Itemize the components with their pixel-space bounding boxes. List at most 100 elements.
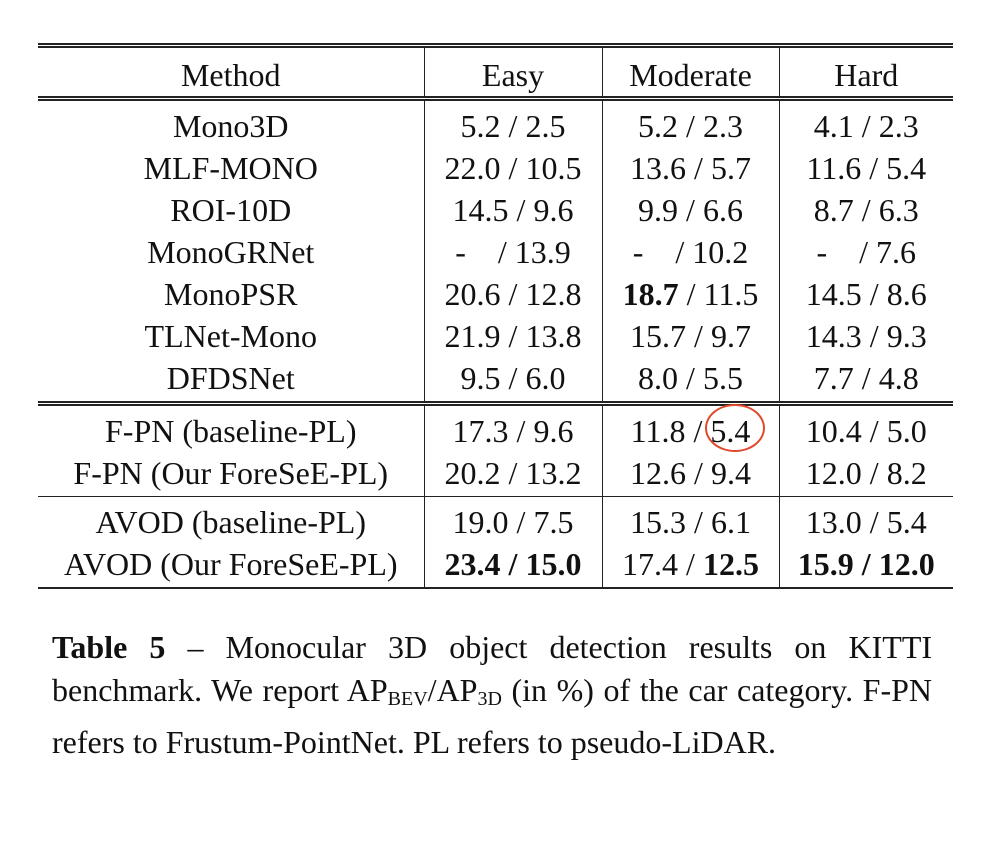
caption-dash: – (165, 629, 226, 665)
cell-value: 20.2 / 13.2 (444, 455, 582, 491)
table-row: Mono3D 5.2 / 2.5 5.2 / 2.3 4.1 / 2.3 (38, 96, 953, 147)
header-easy: Easy (423, 43, 602, 99)
cell-hard: 4.1 / 2.3 (778, 96, 953, 147)
cell-moderate: 9.9 / 6.6 (601, 189, 779, 231)
cell-method: F-PN (Our ForeSeE-PL) (73, 455, 389, 491)
cell-value: 14.5 / 8.6 (805, 276, 927, 312)
caption-text-before: Monocular 3D object detection results on… (52, 629, 933, 708)
table-row: AVOD (baseline-PL) 19.0 / 7.5 15.3 / 6.1 13… (38, 496, 953, 543)
cell-value: - / 7.6 (816, 234, 917, 270)
caption-sub-3d: 3D (477, 688, 502, 710)
table-row: MLF-MONO 22.0 / 10.5 13.6 / 5.7 11.6 / 5.4 (38, 147, 953, 189)
cell-value: 11.6 / 5.4 (806, 150, 927, 186)
caption-slash: / (427, 672, 437, 708)
cell-value: 21.9 / 13.8 (444, 318, 582, 354)
cell-method: MonoGRNet (147, 234, 315, 270)
cell-value: 12.0 / 8.2 (805, 455, 927, 491)
cell-moderate: 18.7 / 11.5 (601, 273, 779, 315)
header-moderate: Moderate (601, 43, 779, 99)
cell-method: Mono3D (38, 96, 424, 147)
table-row: TLNet-Mono 21.9 / 13.8 15.7 / 9.7 14.3 / 9.… (38, 315, 953, 357)
table-body: Mono3D 5.2 / 2.5 5.2 / 2.3 4.1 / 2.3 MLF-MON… (38, 96, 953, 589)
cell-hard: - / 7.6 (778, 231, 953, 273)
cell-value: 22.0 / 10.5 (444, 150, 582, 186)
red-circle-annotation (705, 404, 765, 452)
cell-value: 19.0 / 7.5 (452, 504, 574, 540)
cell-value: - / 13.9 (455, 234, 571, 270)
cell-value: 4.1 / 2.3 (813, 108, 919, 144)
cell-value: 14.5 / 9.6 (452, 192, 574, 228)
cell-value: 12.6 / 9.4 (630, 455, 751, 491)
cell-moderate: 8.0 / 5.5 (601, 357, 779, 404)
cell-moderate: - / 10.2 (601, 231, 779, 273)
table-row: DFDSNet 9.5 / 6.0 8.0 / 5.5 7.7 / 4.8 (38, 357, 953, 404)
cell-hard: 11.6 / 5.4 (778, 147, 953, 189)
header-hard: Hard (778, 43, 953, 99)
cell-hard: 12.0 / 8.2 (778, 452, 953, 497)
cell-easy: 20.2 / 13.2 (423, 452, 602, 497)
cell-moderate: 15.3 / 6.1 (601, 496, 779, 543)
header-method: Method (38, 43, 424, 99)
table-row: MonoPSR 20.6 / 12.8 18.7 / 11.5 14.5 / 8.6 (38, 273, 953, 315)
cell-value: 17.3 / 9.6 (452, 413, 574, 449)
cell-easy: 9.5 / 6.0 (423, 357, 602, 404)
table-row: F-PN (baseline-PL) 17.3 / 9.6 11.8 / 5.4 10… (38, 401, 953, 452)
results-table-container: Method Easy Moderate Hard Mono3D 5.2 / 2.… (38, 43, 953, 589)
caption-sub-bev: BEV (387, 688, 428, 710)
cell-easy: 22.0 / 10.5 (423, 147, 602, 189)
cell-moderate: 12.6 / 9.4 (601, 452, 779, 497)
caption-ap-bev: APBEV/AP3D (346, 672, 502, 710)
cell-moderate: 17.4 / 12.5 (601, 543, 779, 589)
cell-moderate: 13.6 / 5.7 (601, 147, 779, 189)
cell-easy: 23.4 / 15.0 (423, 543, 602, 589)
cell-easy: 14.5 / 9.6 (423, 189, 602, 231)
cell-value: 5.2 / 2.3 (638, 108, 743, 144)
cell-easy: 19.0 / 7.5 (423, 496, 602, 543)
cell-value: 23.4 / 15.0 (444, 546, 582, 582)
cell-method: DFDSNet (166, 360, 295, 396)
cell-easy: - / 13.9 (423, 231, 602, 273)
cell-easy: 5.2 / 2.5 (423, 96, 602, 147)
cell-value: - / 10.2 (632, 234, 749, 270)
cell-value: 15.3 / 6.1 (630, 504, 751, 540)
cell-method: AVOD (baseline-PL) (38, 496, 424, 543)
table-header-row: Method Easy Moderate Hard (38, 43, 953, 99)
cell-value: 14.3 / 9.3 (805, 318, 927, 354)
cell-hard: 14.5 / 8.6 (778, 273, 953, 315)
caption-text-after: (in %) of the car category. F-PN refers … (52, 672, 933, 760)
cell-value: 9.9 / 6.6 (638, 192, 743, 228)
cell-value: 13.6 / 5.7 (630, 150, 751, 186)
cell-value: 9.5 / 6.0 (460, 360, 566, 396)
cell-value: / 11.5 (678, 276, 759, 312)
table-row: ROI-10D 14.5 / 9.6 9.9 / 6.6 8.7 / 6.3 (38, 189, 953, 231)
cell-hard: 13.0 / 5.4 (778, 496, 953, 543)
cell-method: TLNet-Mono (144, 318, 317, 354)
cell-value: 12.5 (702, 546, 759, 582)
cell-method: F-PN (baseline-PL) (38, 401, 424, 452)
cell-value: 15.9 / 12.0 (797, 546, 935, 582)
cell-value: 5.2 / 2.5 (460, 108, 566, 144)
cell-value: 20.6 / 12.8 (444, 276, 582, 312)
cell-hard: 14.3 / 9.3 (778, 315, 953, 357)
cell-easy: 17.3 / 9.6 (423, 401, 602, 452)
table-row: MonoGRNet - / 13.9 - / 10.2 - / 7.6 (38, 231, 953, 273)
cell-value: 10.4 / 5.0 (805, 413, 927, 449)
cell-value: 15.7 / 9.7 (630, 318, 751, 354)
table-caption: Table 5 – Monocular 3D object detection … (52, 626, 932, 764)
cell-easy: 20.6 / 12.8 (423, 273, 602, 315)
cell-moderate: 5.2 / 2.3 (601, 96, 779, 147)
table-row: AVOD (Our ForeSeE-PL) 23.4 / 15.0 17.4 / 1… (38, 543, 953, 589)
cell-method: MLF-MONO (143, 150, 318, 186)
caption-ap-2: AP (436, 672, 478, 708)
caption-ap-1: AP (346, 672, 388, 708)
cell-easy: 21.9 / 13.8 (423, 315, 602, 357)
cell-moderate: 15.7 / 9.7 (601, 315, 779, 357)
cell-value: 18.7 (622, 276, 679, 312)
cell-value: 13.0 / 5.4 (805, 504, 927, 540)
cell-value: 17.4 / (622, 546, 703, 582)
cell-method: AVOD (Our ForeSeE-PL) (38, 543, 424, 589)
cell-value: 8.7 / 6.3 (813, 192, 919, 228)
caption-label: Table 5 (52, 629, 166, 665)
cell-method: MonoPSR (164, 276, 298, 312)
cell-value: 8.0 / 5.5 (638, 360, 743, 396)
